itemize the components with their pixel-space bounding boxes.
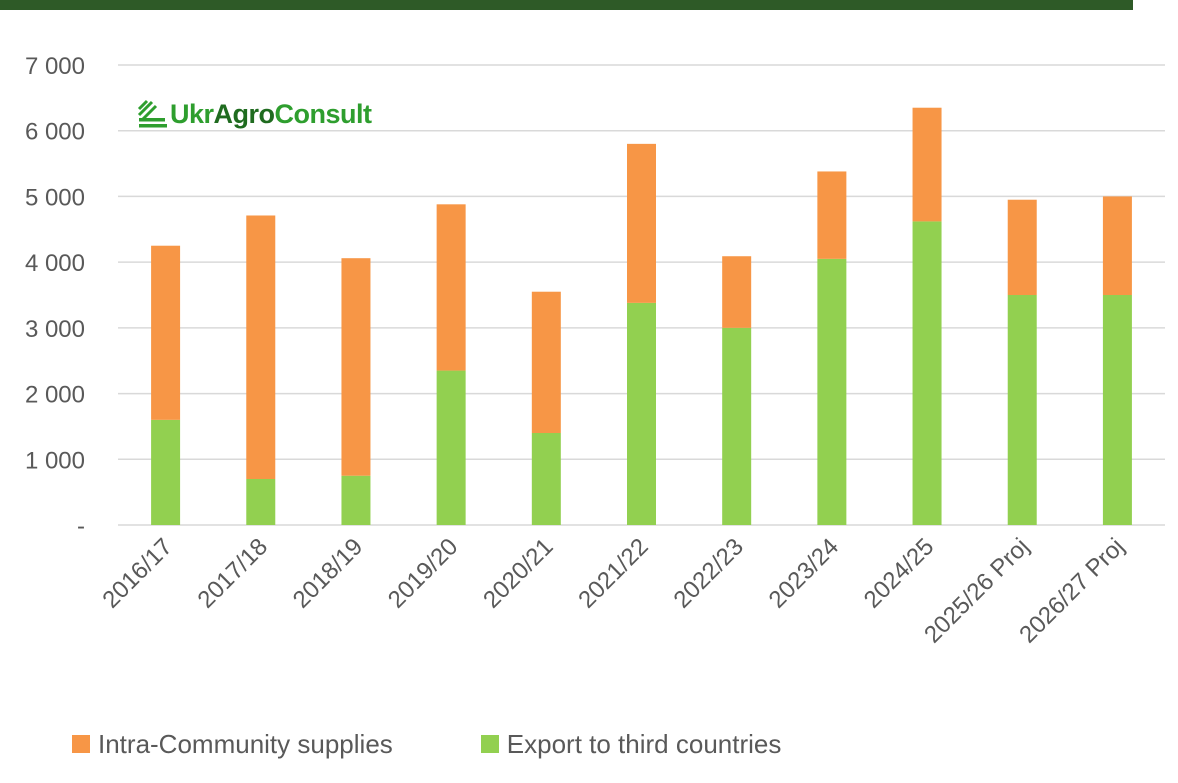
ukragroconsult-logo: UkrAgroConsult — [136, 94, 372, 134]
y-tick-label: 3 000 — [25, 316, 85, 343]
bar-export-third-countries — [1007, 295, 1037, 525]
bar-intra-community — [341, 258, 371, 476]
bar-intra-community — [912, 107, 942, 222]
bar-export-third-countries — [912, 221, 942, 525]
x-tick-label: 2023/24 — [764, 533, 844, 613]
x-tick-label: 2019/20 — [383, 533, 463, 613]
bar-export-third-countries — [1102, 295, 1132, 525]
logo-middle: Agro — [213, 98, 276, 129]
y-tick-label: 7 000 — [25, 53, 85, 80]
bar-intra-community — [722, 256, 752, 328]
bar-export-third-countries — [151, 419, 181, 525]
logo-prefix: Ukr — [170, 98, 214, 129]
bar-export-third-countries — [627, 302, 656, 525]
logo-suffix: Consult — [274, 98, 373, 129]
bar-export-third-countries — [722, 327, 752, 525]
bar-intra-community — [627, 143, 656, 303]
x-tick-label: 2024/25 — [859, 533, 939, 613]
y-tick-label: 5 000 — [25, 184, 85, 211]
bar-intra-community — [1102, 196, 1132, 295]
y-tick-label: 6 000 — [25, 119, 85, 146]
x-tick-label: 2021/22 — [573, 533, 653, 613]
bar-export-third-countries — [817, 258, 847, 525]
legend-label-intra: Intra-Community supplies — [98, 728, 393, 759]
y-tick-label: - — [77, 513, 85, 540]
bar-intra-community — [1007, 199, 1037, 295]
bar-export-third-countries — [341, 475, 371, 525]
bar-intra-community — [817, 171, 847, 259]
legend-swatch-intra — [72, 735, 90, 753]
bar-export-third-countries — [531, 433, 561, 525]
legend-label-export: Export to third countries — [506, 728, 782, 759]
wheat-logo-icon — [137, 99, 167, 128]
x-tick-label: 2017/18 — [193, 533, 273, 613]
bar-intra-community — [436, 204, 466, 371]
y-tick-label: 4 000 — [25, 250, 85, 277]
bar-export-third-countries — [246, 479, 276, 525]
x-tick-label: 2016/17 — [97, 533, 177, 613]
legend-item-intra: Intra-Community supplies — [72, 729, 393, 760]
legend-item-export: Export to third countries — [480, 728, 782, 760]
y-tick-label: 1 000 — [25, 447, 85, 474]
brand-top-band — [0, 0, 1133, 10]
legend-swatch-export — [480, 735, 499, 753]
logo-wordmark: UkrAgroConsult — [170, 99, 372, 130]
bar-export-third-countries — [436, 370, 466, 525]
x-tick-label: 2020/21 — [478, 533, 558, 613]
bar-intra-community — [531, 291, 561, 433]
bar-intra-community — [151, 245, 181, 420]
chart-legend: Intra-Community supplies Export to third… — [72, 726, 869, 762]
x-tick-label: 2018/19 — [288, 533, 368, 613]
y-tick-label: 2 000 — [25, 382, 85, 409]
x-tick-label: 2022/23 — [668, 533, 748, 613]
bar-intra-community — [246, 215, 276, 479]
